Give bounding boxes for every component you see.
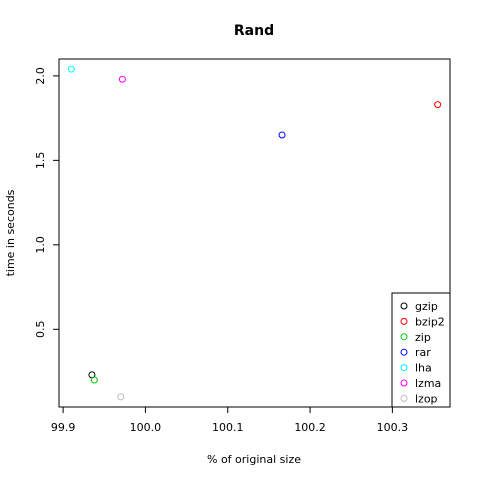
x-tick-label: 100.2 (294, 421, 326, 434)
legend-marker-lzop (400, 394, 408, 402)
legend-marker-lha (400, 364, 408, 372)
y-tick-label: 0.5 (34, 321, 47, 339)
plot-frame (58, 58, 451, 408)
point-rar (278, 131, 286, 139)
y-axis-label: time in seconds (4, 189, 17, 276)
legend-label-lzma: lzma (415, 377, 441, 390)
point-bzip2 (434, 101, 442, 109)
legend-label-lzop: lzop (415, 392, 438, 405)
x-tick-label: 100.1 (212, 421, 244, 434)
x-axis: 99.9 100.0 100.1 100.2 100.3 (51, 407, 408, 434)
x-tick-label: 100.3 (377, 421, 409, 434)
legend: gzip bzip2 zip rar lha lzma lzop (391, 292, 451, 408)
legend-label-zip: zip (415, 331, 431, 344)
point-lzma (118, 75, 126, 83)
data-points (67, 65, 442, 401)
y-tick-label: 1.5 (34, 152, 47, 170)
point-zip (90, 376, 98, 384)
legend-marker-rar (400, 348, 408, 356)
y-axis: 0.5 1.0 1.5 2.0 (34, 67, 59, 338)
legend-label-lha: lha (415, 362, 432, 375)
chart-title: Rand (234, 23, 274, 39)
legend-label-rar: rar (415, 346, 431, 359)
y-tick-label: 1.0 (34, 236, 47, 254)
legend-label-gzip: gzip (415, 300, 438, 313)
legend-marker-lzma (400, 379, 408, 387)
x-tick-label: 99.9 (51, 421, 76, 434)
x-tick-label: 100.0 (130, 421, 162, 434)
point-lha (67, 65, 75, 73)
y-tick-label: 2.0 (34, 67, 47, 85)
x-axis-label: % of original size (207, 453, 301, 466)
legend-marker-zip (400, 333, 408, 341)
legend-marker-bzip2 (400, 317, 408, 325)
legend-marker-gzip (400, 302, 408, 310)
legend-label-bzip2: bzip2 (415, 315, 445, 328)
legend-box (391, 292, 451, 408)
point-lzop (117, 393, 125, 401)
